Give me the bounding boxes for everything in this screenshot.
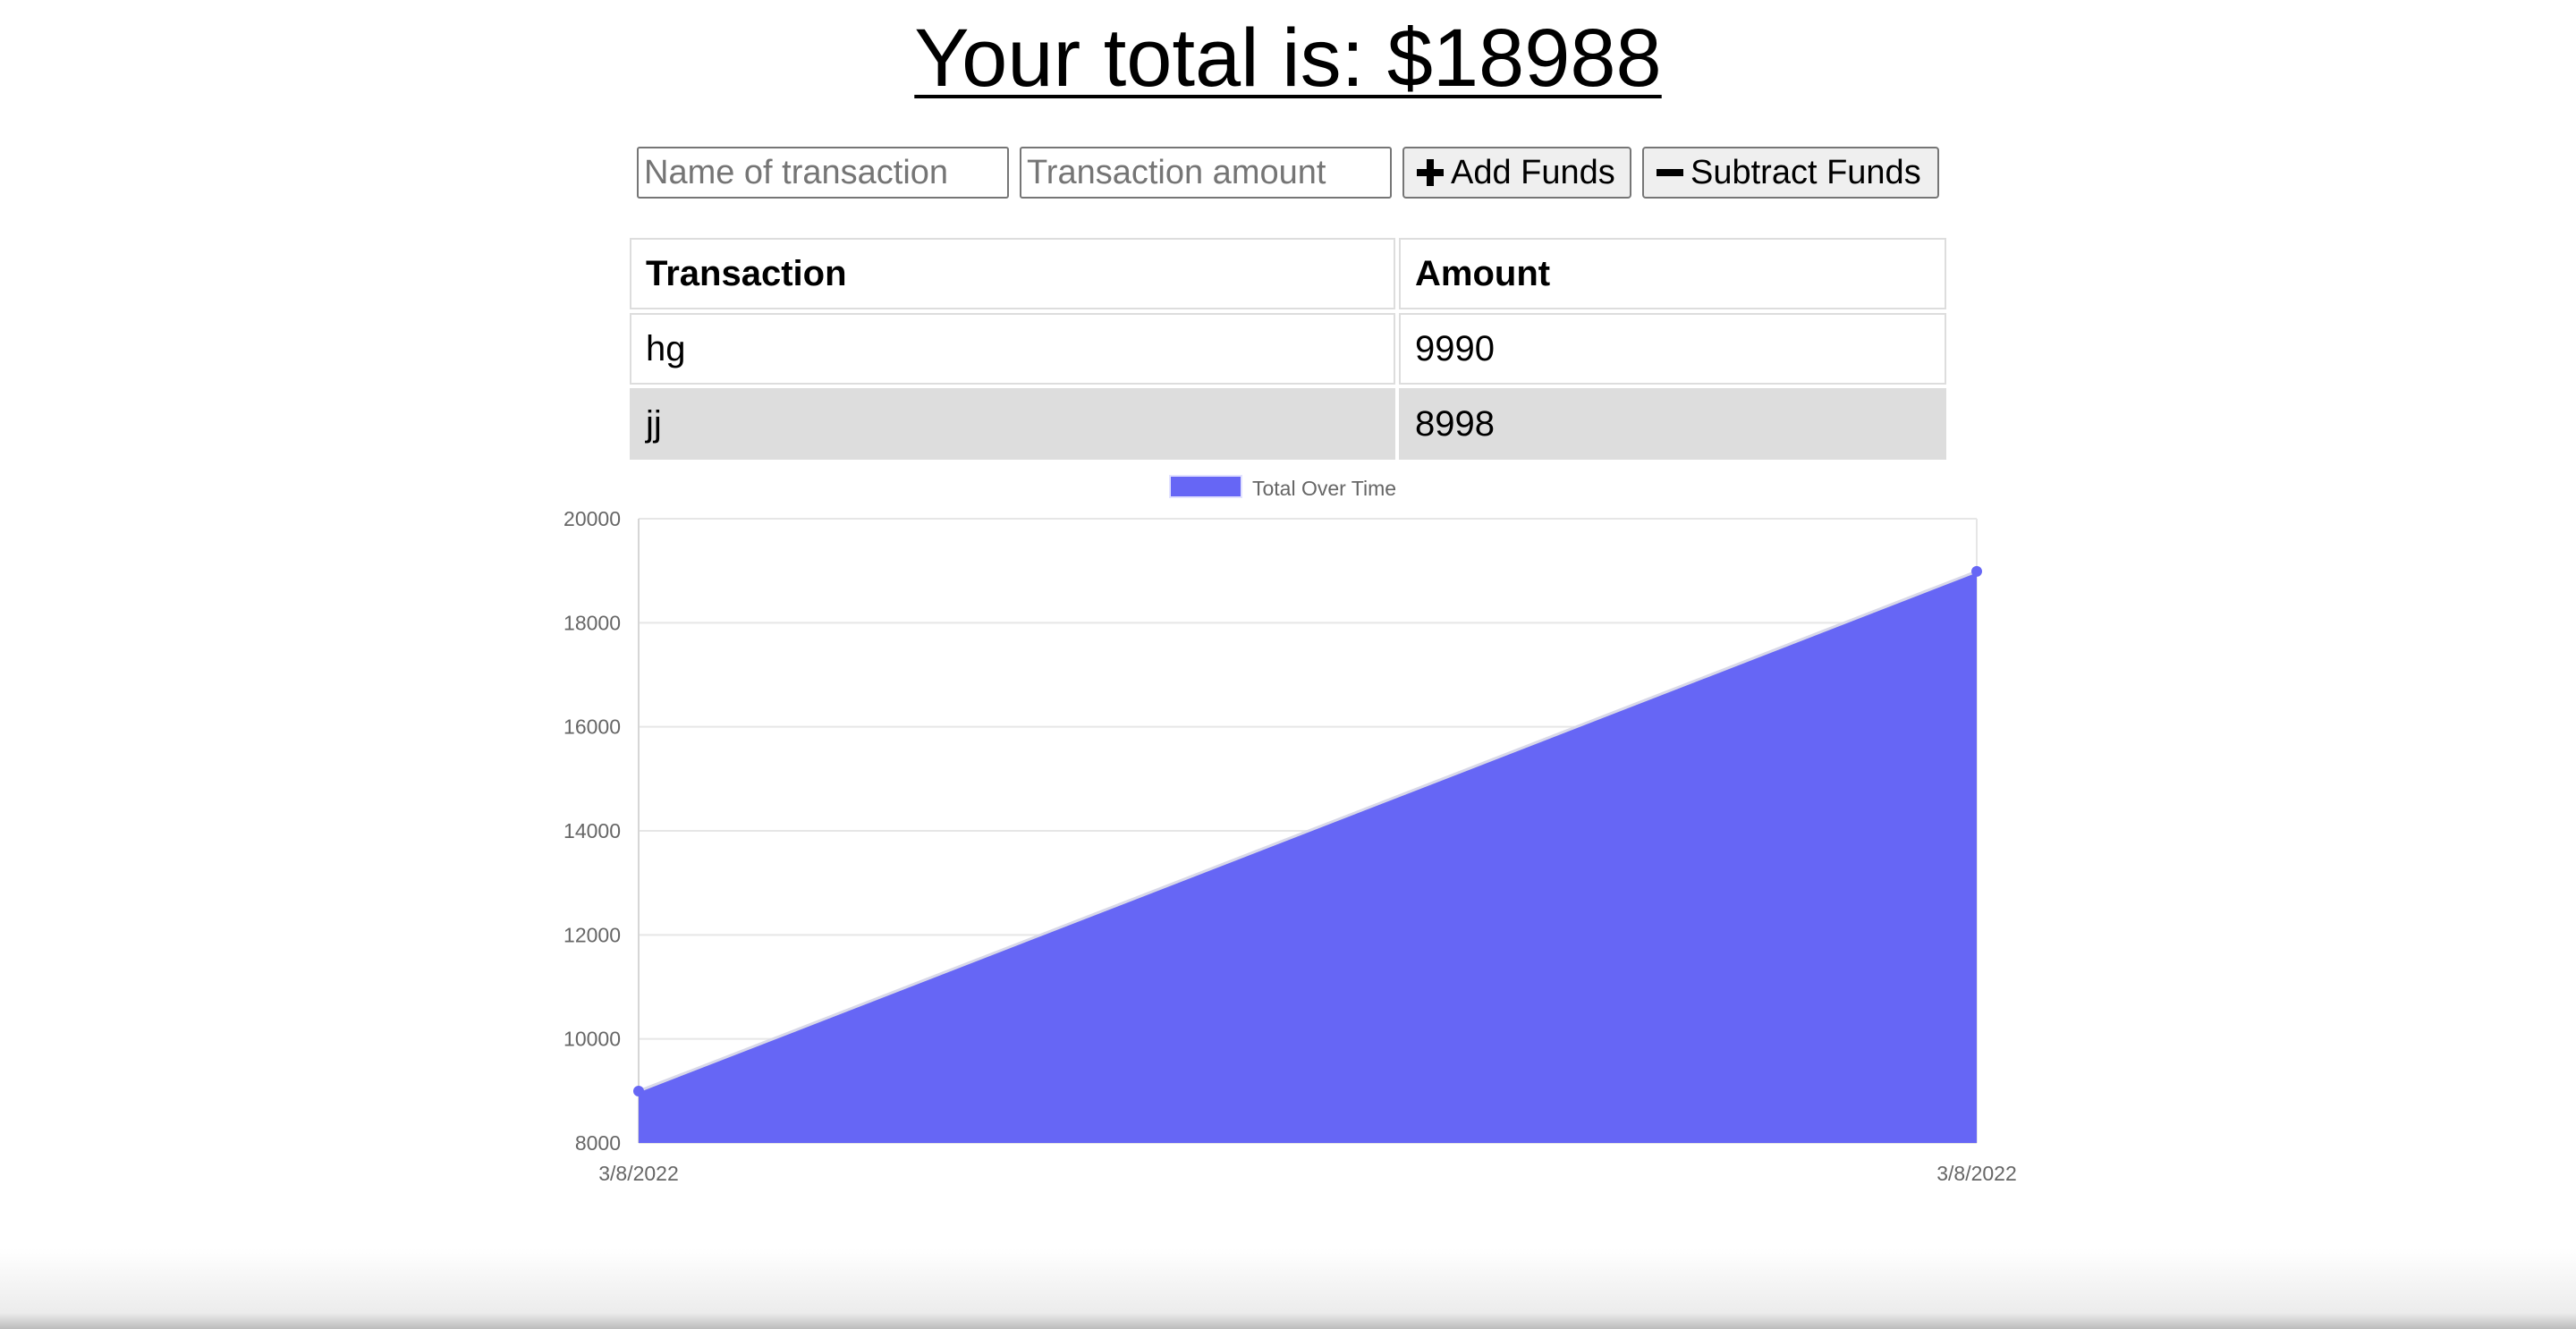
add-funds-label: Add Funds <box>1451 153 1615 191</box>
plus-icon <box>1417 159 1444 186</box>
y-axis: 8000 10000 12000 14000 16000 18000 20000 <box>564 507 621 1155</box>
transaction-amount-cell: 9990 <box>1399 313 1946 385</box>
legend-swatch <box>1169 475 1242 498</box>
y-tick-label: 20000 <box>564 507 621 530</box>
data-point[interactable] <box>1971 565 1982 577</box>
total-heading: Your total is: $18988 <box>914 13 1662 104</box>
legend-label: Total Over Time <box>1252 477 1396 500</box>
series-area <box>639 571 1977 1143</box>
subtract-funds-label: Subtract Funds <box>1690 153 1921 191</box>
transaction-name-input[interactable] <box>637 147 1009 199</box>
transaction-amount-input[interactable] <box>1020 147 1392 199</box>
x-axis: 3/8/2022 3/8/2022 <box>598 1162 2017 1185</box>
transaction-name-cell: jj <box>630 388 1395 460</box>
x-tick-label: 3/8/2022 <box>598 1162 679 1185</box>
table-header-row: Transaction Amount <box>630 238 1946 309</box>
y-tick-label: 12000 <box>564 923 621 946</box>
transactions-table: Transaction Amount hg 9990 jj 8998 <box>626 234 1950 463</box>
transaction-name-cell: hg <box>630 313 1395 385</box>
y-tick-label: 8000 <box>575 1131 621 1155</box>
y-tick-label: 16000 <box>564 715 621 739</box>
window-bottom-edge <box>0 1249 2576 1329</box>
chart-legend[interactable]: Total Over Time <box>1169 475 1396 500</box>
chart-series <box>633 565 1982 1143</box>
data-point[interactable] <box>633 1085 644 1096</box>
table-row: hg 9990 <box>630 313 1946 385</box>
x-tick-label: 3/8/2022 <box>1936 1162 2017 1185</box>
column-header-amount: Amount <box>1399 238 1946 309</box>
total-over-time-chart: Total Over Time 8000 10000 12000 14000 16000… <box>564 475 2017 1185</box>
column-header-transaction: Transaction <box>630 238 1395 309</box>
subtract-funds-button[interactable]: Subtract Funds <box>1642 147 1939 199</box>
transaction-amount-cell: 8998 <box>1399 388 1946 460</box>
transaction-form: Add Funds Subtract Funds <box>637 147 1939 199</box>
minus-icon <box>1657 159 1683 186</box>
add-funds-button[interactable]: Add Funds <box>1402 147 1631 199</box>
y-tick-label: 14000 <box>564 819 621 842</box>
y-tick-label: 18000 <box>564 611 621 634</box>
y-tick-label: 10000 <box>564 1028 621 1051</box>
series-line <box>638 570 1978 1093</box>
table-row: jj 8998 <box>630 388 1946 460</box>
